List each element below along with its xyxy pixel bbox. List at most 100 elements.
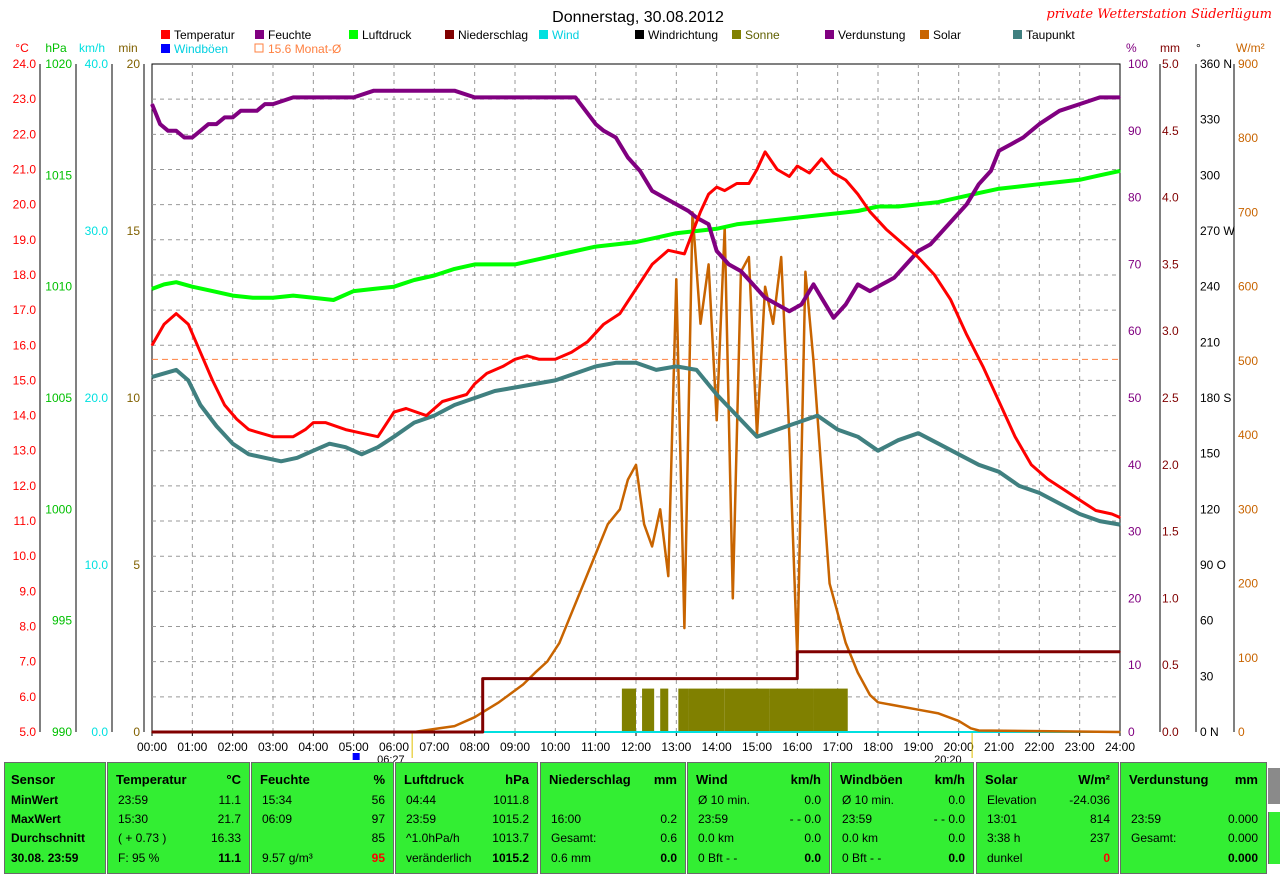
series-luftdruck-point [191, 285, 194, 288]
legend-label: Feuchte [268, 28, 312, 42]
axis-tick-label: 20 [1128, 591, 1142, 605]
series-feuchte-point [433, 89, 436, 92]
legend-label: Windrichtung [648, 28, 718, 42]
series-feuchte-point [332, 96, 335, 99]
axis-tick-label: 500 [1238, 354, 1258, 368]
series-feuchte-point [167, 130, 169, 132]
series-luftdruck-point [393, 285, 395, 288]
panel-unit: km/h [934, 772, 965, 787]
series-solar-point [582, 582, 585, 585]
series-feuchte-point [413, 89, 415, 92]
series-feuchte-point [352, 96, 355, 99]
series-luftdruck-point [1018, 185, 1020, 188]
panel-value: 0.000 [1227, 812, 1258, 826]
series-temperatur-point [683, 253, 686, 255]
series-solar-point [510, 692, 512, 695]
axis-tick-label: 4.0 [1162, 191, 1179, 205]
series-feuchte-point [1038, 123, 1041, 125]
axis-tick-label: 60 [1128, 324, 1142, 338]
series-luftdruck-point [594, 245, 597, 248]
series-solar-point [764, 285, 766, 288]
axis-tick-label: 24.0 [13, 57, 37, 71]
series-taupunkt-point [857, 435, 859, 438]
x-tick-label: 10:00 [540, 740, 570, 754]
legend-label: Solar [933, 28, 961, 42]
series-taupunkt-point [796, 421, 799, 424]
axis-tick-label: 1010 [45, 280, 72, 294]
series-solar-point [748, 256, 750, 258]
series-luftdruck-point [695, 230, 698, 232]
series-taupunkt-point [231, 442, 234, 445]
series-solar-point [804, 271, 807, 273]
series-temperatur-point [211, 379, 214, 382]
series-feuchte-point [183, 136, 186, 139]
series-taupunkt-point [1058, 502, 1061, 505]
series-temperatur-point [885, 228, 887, 231]
panel-value: - - 0.0 [933, 812, 965, 826]
series-luftdruck-point [413, 279, 415, 281]
panel-value: 0.0 [660, 851, 677, 865]
axis-tick-label: 1005 [45, 391, 72, 405]
sunshine-block [678, 688, 689, 732]
series-feuchte-point [223, 116, 226, 119]
series-solar-point [732, 597, 734, 600]
panel-label: 04:44 [406, 793, 437, 807]
series-taupunkt-point [736, 414, 738, 417]
series-temperatur-point [869, 210, 871, 213]
axis-tick-label: 21.0 [13, 162, 37, 176]
panel-value: - - 0.0 [789, 812, 821, 826]
x-tick-label: 18:00 [863, 740, 893, 754]
plot-area [151, 63, 1121, 733]
series-luftdruck-point [1119, 170, 1121, 172]
series-temperatur-point [312, 421, 315, 424]
series-solar-point [606, 523, 609, 525]
series-solar-point [978, 729, 980, 732]
axis-tick-label: 8.0 [19, 620, 36, 634]
series-feuchte-point [473, 96, 476, 99]
series-temperatur-point [235, 418, 238, 420]
series-taupunkt-point [1119, 523, 1121, 526]
chart-axes: 00:00 01:00 02:00 03:00 04:00 05:00 06:00 07:00… [13, 41, 1265, 762]
row-min: MinWert [11, 793, 59, 807]
series-taupunkt-point [377, 446, 379, 449]
legend-label: Sonne [745, 28, 780, 42]
series-solar-point [485, 708, 488, 711]
series-luftdruck-point [473, 263, 476, 266]
panel-value: 1013.7 [492, 831, 529, 845]
panel-value: 0.0 [804, 831, 821, 845]
series-taupunkt-point [957, 453, 960, 456]
series-feuchte-point [941, 230, 944, 232]
axis-tick-label: 17.0 [13, 303, 37, 317]
panel-label: 0.0 km [842, 831, 879, 845]
panel-value: 0.000 [1227, 851, 1258, 865]
series-taupunkt-point [655, 369, 657, 371]
axis-tick-label: 700 [1238, 205, 1258, 219]
series-temperatur-point [344, 428, 347, 431]
panel-unit: hPa [505, 772, 529, 787]
series-temperatur-point [514, 358, 516, 361]
series-solar-point [522, 683, 524, 686]
panel-label: 16:00 [551, 812, 582, 826]
legend-swatch [539, 30, 548, 39]
axis-tick-label: 13.0 [13, 444, 37, 458]
series-taupunkt-point [413, 421, 415, 424]
x-tick-label: 05:00 [339, 740, 369, 754]
series-feuchte-point [800, 303, 803, 306]
panel-label: Gesamt: [551, 831, 597, 845]
panel-value: 0.0 [948, 793, 965, 807]
series-luftdruck-point [675, 232, 678, 235]
series-feuchte-point [574, 96, 577, 99]
series-solar-point [917, 708, 920, 711]
series-feuchte-point [707, 223, 710, 226]
panel-value: 1015.2 [492, 851, 529, 865]
series-luftdruck-point [1058, 181, 1061, 183]
panel-value: 0.0 [948, 851, 965, 865]
series-feuchte-point [514, 96, 516, 99]
series-temperatur-point [554, 358, 557, 361]
axis-tick-label: 3.0 [1162, 324, 1179, 338]
axis-tick-label: 30.0 [85, 224, 109, 238]
x-tick-label: 23:00 [1065, 740, 1095, 754]
series-niederschlag-point [481, 677, 484, 680]
axis-tick-label: 90 [1128, 124, 1142, 138]
series-temperatur-point [820, 158, 823, 160]
